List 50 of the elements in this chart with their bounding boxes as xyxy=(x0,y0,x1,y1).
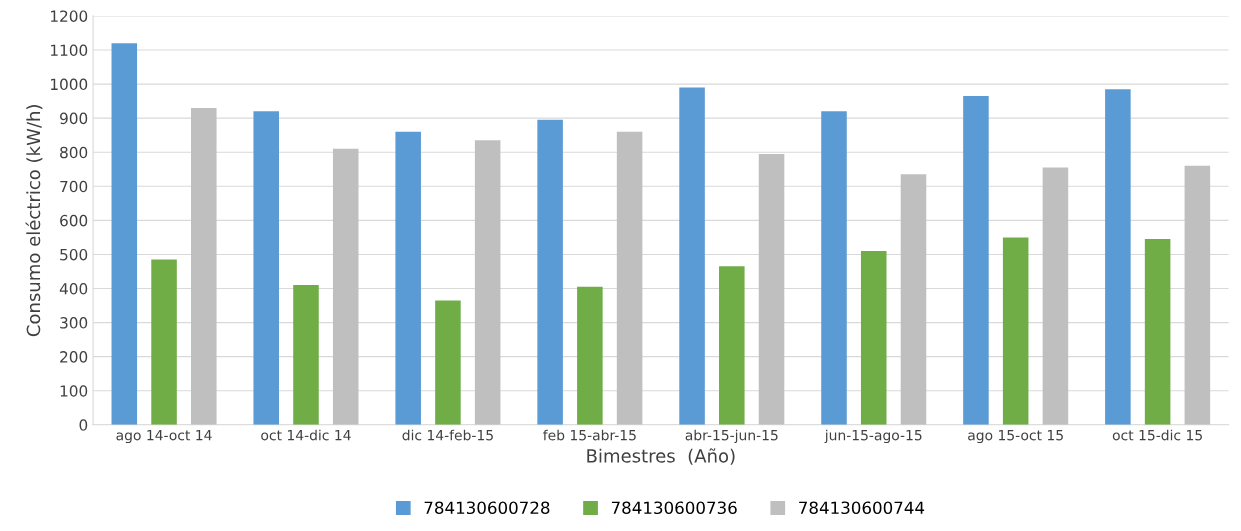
bar xyxy=(253,111,280,425)
y-axis-title: Consumo eléctrico (kW/h) xyxy=(25,105,43,337)
bar xyxy=(151,259,177,425)
y-tick-label: 0 xyxy=(79,419,88,431)
bar xyxy=(1184,165,1211,425)
bar xyxy=(900,174,927,425)
bar xyxy=(474,140,501,425)
bar xyxy=(821,111,847,425)
x-tick-label: oct 14-dic 14 xyxy=(261,429,351,441)
y-tick-label: 1000 xyxy=(51,78,88,91)
legend-label: 784130600744 xyxy=(799,501,925,515)
bar xyxy=(577,286,603,425)
bar xyxy=(963,96,989,425)
bar xyxy=(537,119,563,425)
y-tick-label: 900 xyxy=(60,112,88,125)
x-tick-label: jun-15-ago-15 xyxy=(824,429,922,444)
x-tick-label: abr-15-jun-15 xyxy=(685,429,778,444)
legend-label: 784130600736 xyxy=(611,501,737,515)
y-tick-label: 300 xyxy=(60,317,88,329)
y-tick-label: 700 xyxy=(60,180,88,193)
x-tick-label: feb 15-abr-15 xyxy=(543,429,636,441)
x-axis-title: Bimestres (Año) xyxy=(587,448,735,465)
bar xyxy=(719,266,745,425)
y-tick-label: 100 xyxy=(60,385,88,397)
bar xyxy=(191,107,217,425)
bar xyxy=(435,300,461,425)
bar xyxy=(1144,239,1171,425)
bar xyxy=(1002,237,1029,425)
y-tick-label: 400 xyxy=(59,282,88,295)
y-tick-label: 800 xyxy=(60,146,88,159)
bar xyxy=(1042,167,1069,425)
bar xyxy=(758,153,785,425)
y-tick-label: 1200 xyxy=(51,10,88,22)
bar xyxy=(332,148,359,425)
x-tick-label: ago 14-oct 14 xyxy=(116,430,212,444)
x-tick-label: oct 15-dic 15 xyxy=(1112,429,1202,441)
y-tick-label: 500 xyxy=(60,248,88,261)
y-tick-label: 600 xyxy=(60,214,88,227)
y-tick-label: 1100 xyxy=(51,44,88,57)
bar xyxy=(293,285,319,425)
x-tick-label: dic 14-feb-15 xyxy=(402,429,493,441)
y-tick-label: 200 xyxy=(60,351,88,363)
bar xyxy=(860,251,887,425)
bar xyxy=(111,43,138,425)
bar xyxy=(395,131,421,425)
x-tick-label: ago 15-oct 15 xyxy=(968,430,1063,444)
bar xyxy=(616,131,643,425)
bar xyxy=(679,87,705,425)
bar xyxy=(1105,89,1131,425)
legend-label: 784130600728 xyxy=(424,501,550,515)
